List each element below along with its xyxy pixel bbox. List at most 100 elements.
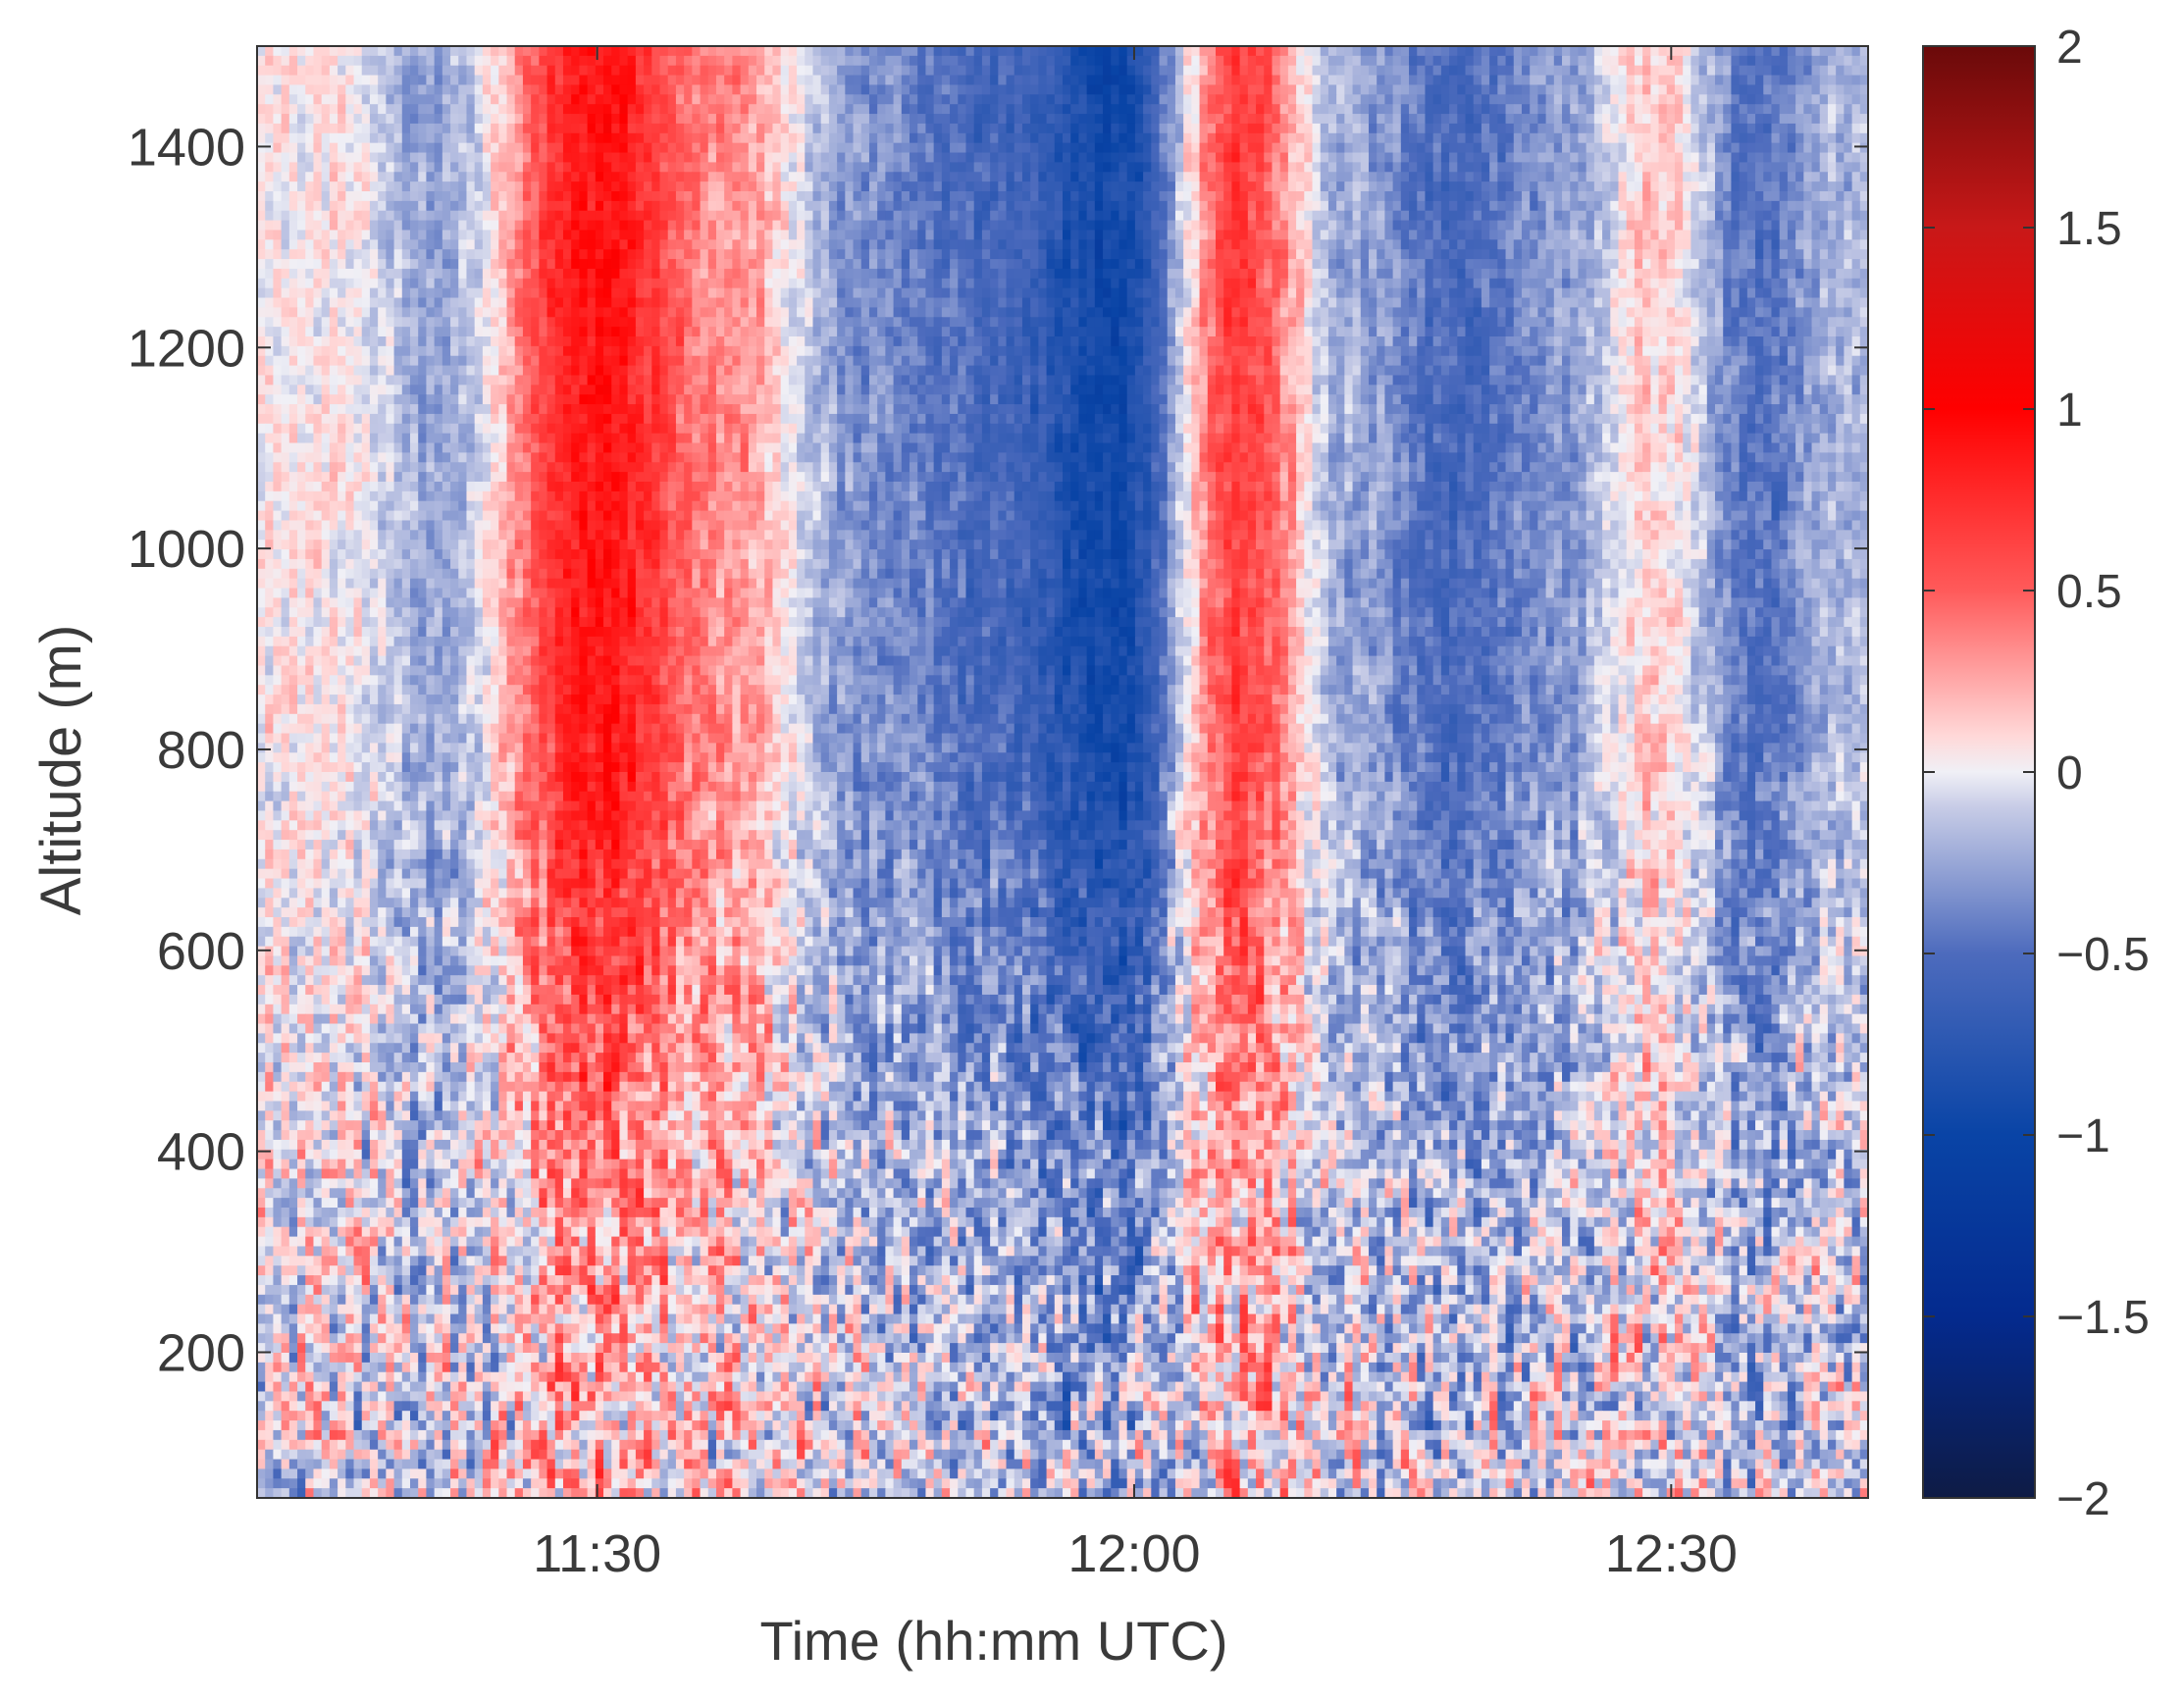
heatmap-cell xyxy=(491,172,499,181)
heatmap-cell xyxy=(1296,66,1305,76)
heatmap-cell xyxy=(1642,46,1651,56)
heatmap-cell xyxy=(1522,114,1531,124)
heatmap-cell xyxy=(1482,66,1490,76)
heatmap-cell xyxy=(628,230,637,239)
heatmap-cell xyxy=(1361,201,1370,211)
heatmap-cell xyxy=(1409,162,1418,172)
heatmap-cell xyxy=(1111,104,1119,114)
heatmap-cell xyxy=(1578,84,1586,94)
heatmap-cell xyxy=(362,124,371,133)
heatmap-cell xyxy=(716,84,725,94)
heatmap-cell xyxy=(950,211,959,221)
heatmap-cell xyxy=(1715,94,1724,104)
heatmap-cell xyxy=(1530,201,1538,211)
heatmap-cell xyxy=(498,66,507,76)
heatmap-cell xyxy=(965,221,974,231)
heatmap-cell xyxy=(1256,76,1265,85)
heatmap-cell xyxy=(386,114,394,124)
heatmap-cell xyxy=(1537,56,1546,66)
heatmap-cell xyxy=(1030,162,1039,172)
heatmap-cell xyxy=(708,211,717,221)
heatmap-cell xyxy=(563,221,572,231)
heatmap-cell xyxy=(1103,239,1112,249)
heatmap-cell xyxy=(498,239,507,249)
heatmap-cell xyxy=(297,46,306,56)
heatmap-cell xyxy=(958,230,966,239)
heatmap-cell xyxy=(1425,76,1433,85)
heatmap-cell xyxy=(579,66,588,76)
heatmap-cell xyxy=(466,181,475,191)
heatmap-cell xyxy=(289,230,298,239)
heatmap-cell xyxy=(854,76,862,85)
heatmap-cell xyxy=(1135,172,1144,181)
heatmap-cell xyxy=(1175,133,1184,143)
heatmap-cell xyxy=(1160,181,1169,191)
heatmap-cell xyxy=(603,94,612,104)
heatmap-cell xyxy=(1562,76,1571,85)
heatmap-cell xyxy=(1425,279,1433,288)
heatmap-cell xyxy=(1457,239,1466,249)
heatmap-cell xyxy=(378,181,387,191)
heatmap-cell xyxy=(1441,56,1450,66)
heatmap-cell xyxy=(869,143,878,153)
heatmap-cell xyxy=(450,94,459,104)
heatmap-cell xyxy=(1836,94,1845,104)
heatmap-cell xyxy=(1240,133,1249,143)
heatmap-cell xyxy=(1425,153,1433,163)
heatmap-cell xyxy=(1401,201,1410,211)
heatmap-cell xyxy=(741,143,750,153)
heatmap-cell xyxy=(1288,181,1297,191)
heatmap-cell xyxy=(1707,104,1716,114)
heatmap-cell xyxy=(1296,104,1305,114)
heatmap-cell xyxy=(894,104,903,114)
heatmap-cell xyxy=(1852,249,1861,259)
heatmap-cell xyxy=(1095,221,1104,231)
heatmap-cell xyxy=(354,56,363,66)
heatmap-cell xyxy=(917,104,926,114)
heatmap-cell xyxy=(483,279,492,288)
heatmap-cell xyxy=(917,84,926,94)
heatmap-cell xyxy=(789,94,798,104)
heatmap-cell xyxy=(475,56,484,66)
heatmap-cell xyxy=(982,84,991,94)
heatmap-cell xyxy=(1610,76,1619,85)
heatmap-cell xyxy=(1707,84,1716,94)
heatmap-cell xyxy=(829,201,838,211)
heatmap-cell xyxy=(845,249,854,259)
heatmap-cell xyxy=(1514,269,1523,279)
heatmap-cell xyxy=(628,269,637,279)
heatmap-cell xyxy=(378,124,387,133)
heatmap-cell xyxy=(708,172,717,181)
heatmap-cell xyxy=(1078,114,1087,124)
heatmap-cell xyxy=(1675,269,1684,279)
heatmap-cell xyxy=(1151,143,1160,153)
heatmap-cell xyxy=(1635,259,1643,269)
heatmap-cell xyxy=(998,76,1007,85)
heatmap-cell xyxy=(958,269,966,279)
heatmap-cell xyxy=(345,153,354,163)
heatmap-cell xyxy=(289,162,298,172)
heatmap-cell xyxy=(1280,66,1289,76)
heatmap-cell xyxy=(676,84,685,94)
heatmap-cell xyxy=(1836,269,1845,279)
heatmap-cell xyxy=(1610,133,1619,143)
heatmap-cell xyxy=(1377,269,1385,279)
heatmap-cell xyxy=(507,133,516,143)
heatmap-cell xyxy=(370,56,379,66)
heatmap-cell xyxy=(1063,239,1071,249)
heatmap-cell xyxy=(910,56,918,66)
heatmap-cell xyxy=(1506,259,1515,269)
heatmap-cell xyxy=(435,153,443,163)
heatmap-cell xyxy=(265,153,274,163)
heatmap-cell xyxy=(297,172,306,181)
heatmap-cell xyxy=(1143,66,1152,76)
heatmap-cell xyxy=(257,162,266,172)
heatmap-cell xyxy=(684,279,693,288)
heatmap-cell xyxy=(1151,94,1160,104)
heatmap-cell xyxy=(1160,124,1169,133)
heatmap-cell xyxy=(764,133,773,143)
heatmap-cell xyxy=(297,259,306,269)
heatmap-cell xyxy=(386,181,394,191)
heatmap-cell xyxy=(651,201,660,211)
heatmap-cell xyxy=(1449,46,1458,56)
